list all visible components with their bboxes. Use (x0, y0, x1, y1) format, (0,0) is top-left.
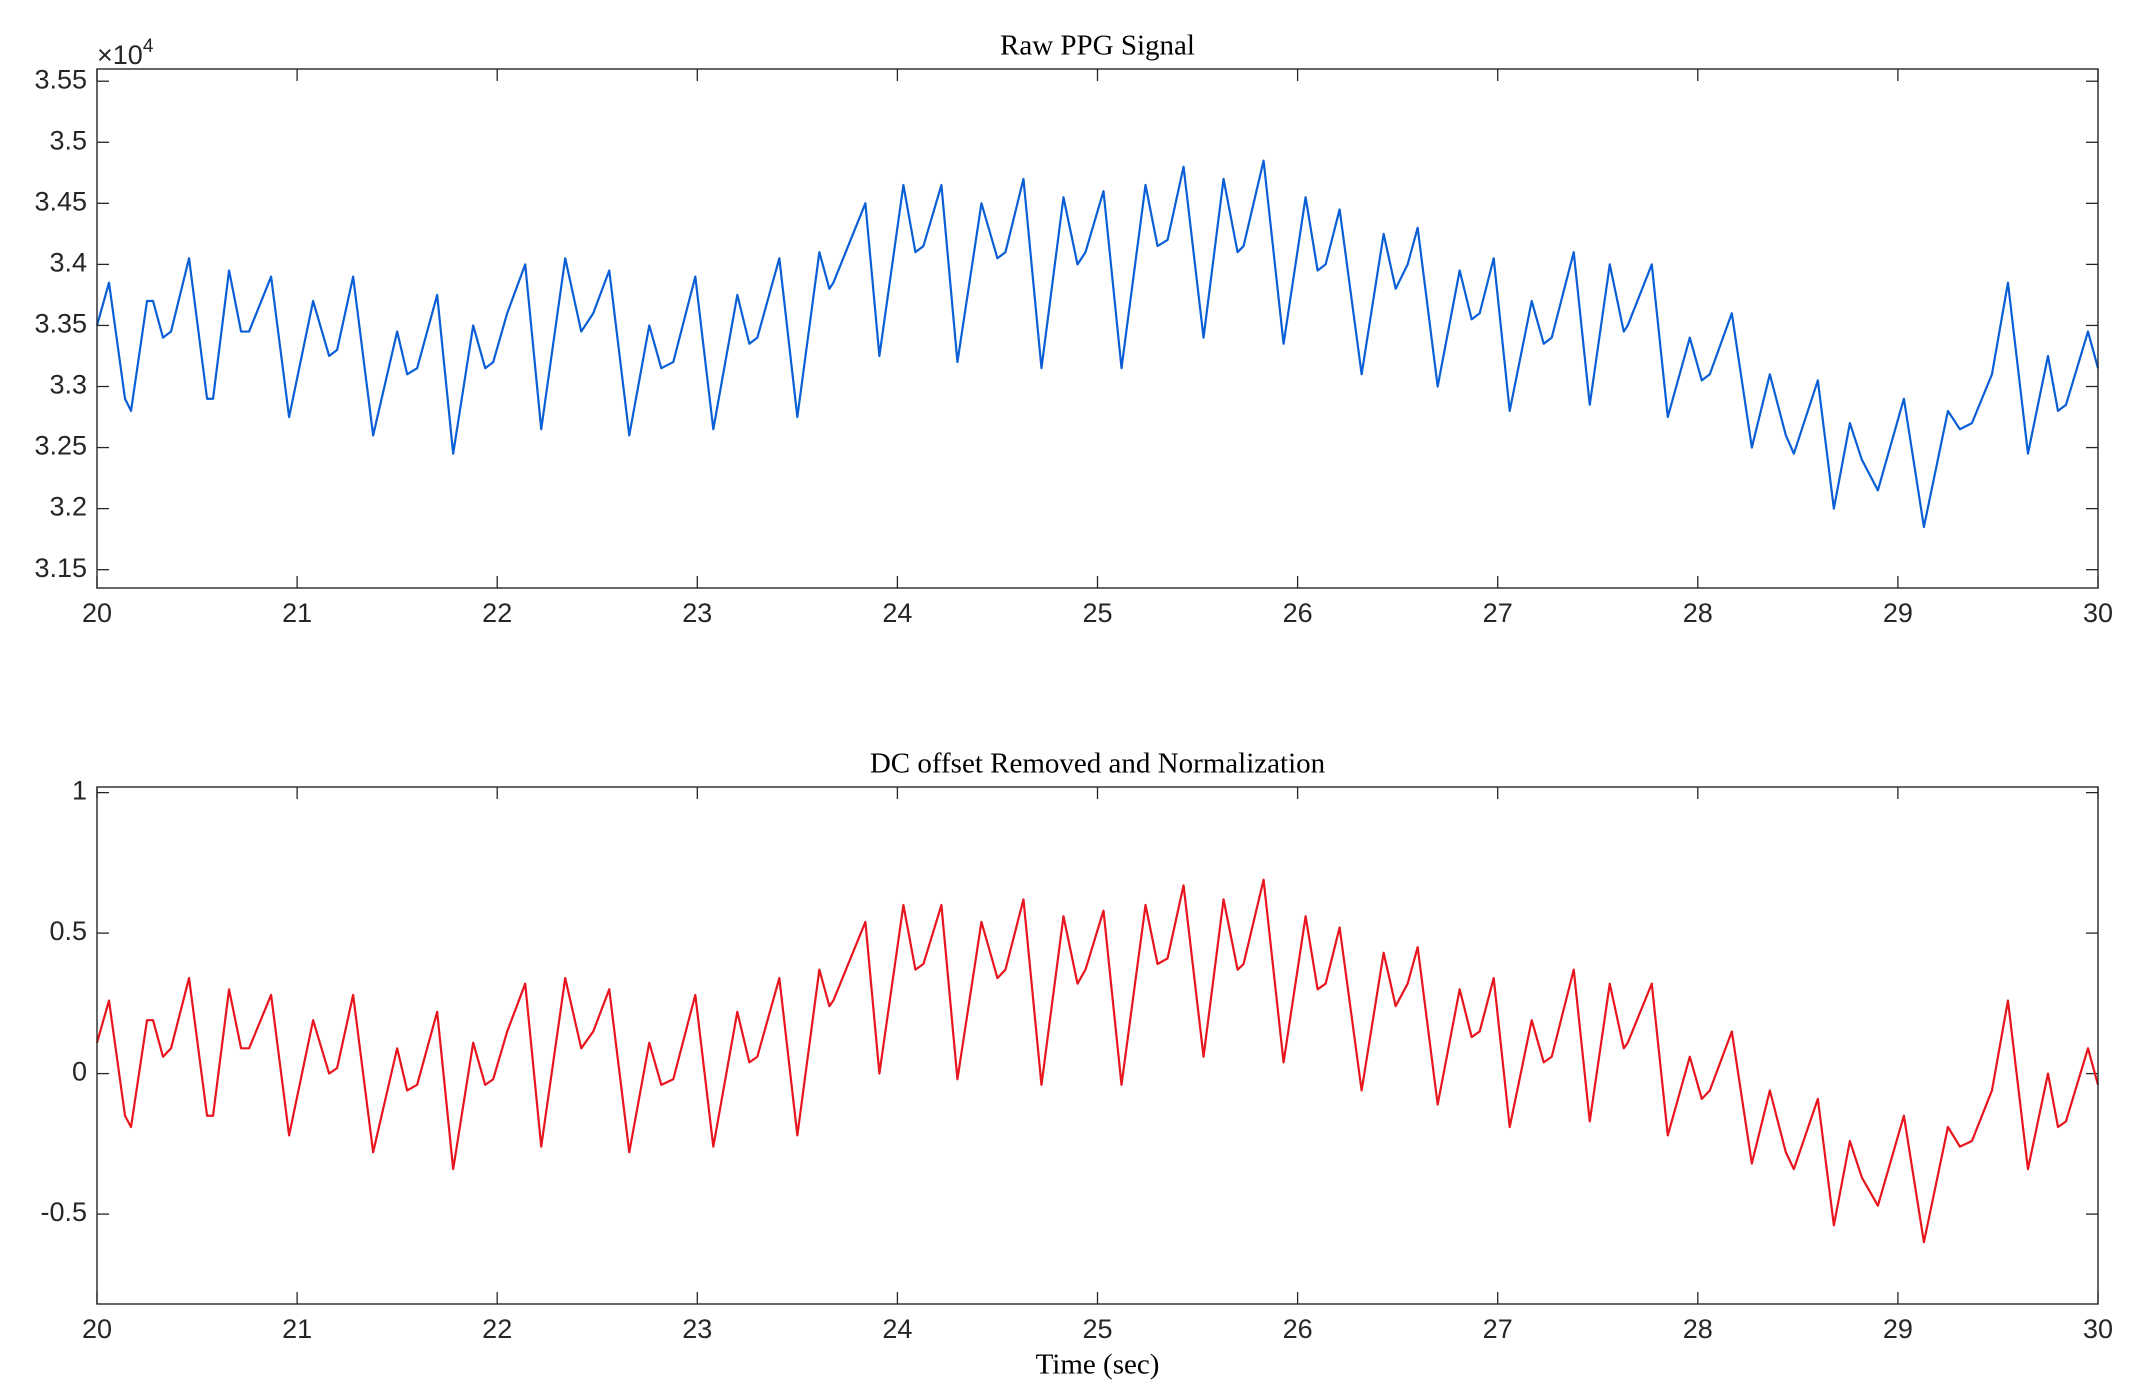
axes-frame (96, 786, 2099, 1305)
x-tick-label: 24 (882, 1314, 912, 1344)
x-tick-label: 27 (1483, 598, 1513, 628)
y-multiplier: ×104 (97, 36, 154, 70)
x-tick-label: 27 (1483, 1314, 1513, 1344)
y-tick-label: 0 (72, 1057, 87, 1087)
x-tick-label: 30 (2083, 1314, 2113, 1344)
y-tick-label: 1 (72, 776, 87, 806)
signal-line (95, 159, 2100, 529)
x-tick-label: 21 (282, 1314, 312, 1344)
x-axis-label: Time (sec) (1036, 1349, 1160, 1381)
y-tick-label: 3.55 (34, 64, 87, 94)
x-tick-label: 28 (1683, 598, 1713, 628)
signal-line (95, 878, 2100, 1244)
x-tick-label: 26 (1283, 1314, 1313, 1344)
y-tick-label: 3.4 (49, 248, 87, 278)
x-tick-label: 29 (1883, 1314, 1913, 1344)
axes-background (97, 69, 2098, 588)
x-tick-label: 20 (82, 598, 112, 628)
x-tick-label: 29 (1883, 598, 1913, 628)
x-tick-label: 26 (1283, 598, 1313, 628)
x-tick-label: 24 (882, 598, 912, 628)
y-tick-label: 3.25 (34, 431, 87, 461)
x-tick-label: 21 (282, 598, 312, 628)
x-tick-label: 28 (1683, 1314, 1713, 1344)
x-tick-label: 30 (2083, 598, 2113, 628)
chart-title: DC offset Removed and Normalization (870, 748, 1326, 780)
x-tick-label: 23 (682, 1314, 712, 1344)
y-multiplier-exponent: 4 (143, 36, 154, 57)
x-tick-label: 20 (82, 1314, 112, 1344)
chart-title: Raw PPG Signal (1000, 30, 1195, 62)
y-tick-label: 0.5 (49, 916, 87, 946)
y-multiplier-base: ×10 (97, 40, 143, 70)
y-tick-label: -0.5 (40, 1197, 87, 1227)
x-tick-label: 25 (1082, 1314, 1112, 1344)
axes-frame (96, 68, 2099, 589)
y-tick-label: 3.5 (49, 125, 87, 155)
x-tick-label: 23 (682, 598, 712, 628)
axes-background (97, 787, 2098, 1304)
y-tick-label: 3.2 (49, 492, 87, 522)
x-tick-label: 25 (1082, 598, 1112, 628)
y-tick-label: 3.45 (34, 186, 87, 216)
y-tick-label: 3.3 (49, 370, 87, 400)
x-tick-label: 22 (482, 598, 512, 628)
y-tick-label: 3.35 (34, 309, 87, 339)
y-tick-label: 3.15 (34, 553, 87, 583)
x-tick-label: 22 (482, 1314, 512, 1344)
